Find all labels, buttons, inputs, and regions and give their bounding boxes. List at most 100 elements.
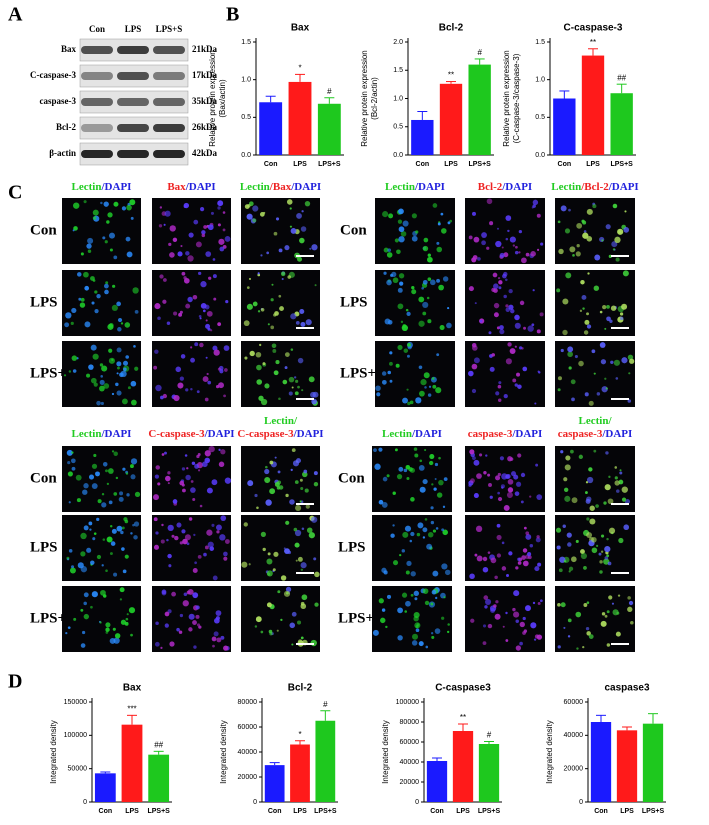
cell	[252, 205, 259, 212]
cell	[581, 295, 587, 300]
cell	[128, 607, 136, 614]
x-tick-label: LPS+S	[610, 161, 633, 168]
x-tick-label: Con	[99, 808, 113, 815]
y-axis-label: Relative protein expression	[208, 50, 217, 147]
cell	[274, 456, 277, 459]
cell	[405, 308, 409, 312]
cell	[120, 530, 124, 535]
cell	[299, 478, 303, 482]
cell	[381, 502, 388, 508]
cell	[83, 483, 89, 489]
cell	[621, 486, 628, 493]
cell	[68, 501, 71, 504]
cell	[109, 525, 113, 528]
cell	[194, 561, 197, 565]
cell	[129, 199, 136, 206]
cell	[91, 301, 95, 305]
cell	[487, 623, 493, 629]
cell	[264, 468, 270, 475]
cell	[171, 534, 175, 538]
cell	[83, 200, 87, 204]
cell	[422, 245, 429, 252]
cell	[116, 372, 119, 375]
cell	[224, 539, 230, 544]
cell	[269, 632, 273, 636]
cell	[112, 627, 116, 631]
cell	[622, 270, 629, 277]
cell	[532, 289, 535, 292]
cell	[121, 206, 127, 211]
cell	[301, 527, 305, 531]
y-tick-label: 20000	[564, 766, 584, 773]
cell	[409, 539, 413, 543]
cell	[211, 636, 217, 642]
cell	[67, 626, 71, 630]
cell	[288, 391, 293, 396]
cell	[517, 561, 522, 565]
cell	[106, 482, 110, 486]
cell	[212, 575, 218, 581]
cell	[113, 572, 118, 577]
cell	[436, 353, 440, 357]
cell	[270, 325, 275, 330]
cell	[80, 643, 86, 648]
cell	[153, 365, 158, 370]
cell	[513, 474, 519, 480]
cell	[262, 362, 266, 366]
cell	[400, 231, 407, 237]
cell	[580, 552, 587, 560]
cell	[586, 631, 591, 636]
cell	[297, 556, 303, 562]
significance-label: ##	[617, 73, 626, 82]
cell	[381, 608, 386, 612]
cell	[70, 565, 75, 569]
cell	[476, 555, 483, 562]
cell	[399, 281, 404, 286]
cell	[153, 494, 159, 501]
cell	[581, 219, 585, 223]
cell	[600, 550, 604, 553]
cell	[563, 487, 569, 492]
cell	[124, 322, 131, 328]
cell	[124, 621, 129, 626]
cell	[282, 379, 288, 385]
cell	[431, 589, 437, 595]
cell	[498, 280, 503, 285]
cell	[438, 284, 444, 291]
image-header: Lectin/Bax/DAPI	[240, 181, 321, 193]
row-label: LPS+S	[340, 365, 384, 381]
cell	[556, 545, 561, 550]
cell	[410, 593, 414, 597]
cell	[99, 621, 102, 624]
blot-band	[117, 124, 149, 132]
cell	[102, 538, 106, 541]
cell	[518, 229, 523, 234]
cell	[118, 496, 124, 502]
micrograph	[241, 270, 320, 336]
cell	[69, 567, 76, 574]
cell	[439, 325, 445, 331]
cell	[586, 601, 590, 604]
cell	[164, 611, 170, 617]
cell	[276, 486, 281, 490]
cell	[517, 453, 522, 458]
cell	[428, 460, 434, 466]
cell	[536, 494, 543, 500]
cell	[586, 496, 592, 502]
cell	[374, 463, 381, 470]
cell	[114, 633, 121, 639]
cell	[593, 372, 596, 375]
cell	[427, 253, 431, 257]
cell	[487, 551, 491, 554]
cell	[596, 392, 601, 396]
cell	[592, 204, 597, 209]
bar	[610, 93, 633, 155]
cell	[73, 226, 78, 231]
cell	[397, 607, 403, 614]
cell	[522, 616, 526, 621]
cell	[214, 617, 220, 624]
cell	[497, 491, 501, 495]
cell	[487, 473, 491, 477]
cell	[126, 204, 132, 211]
cell	[575, 539, 579, 543]
